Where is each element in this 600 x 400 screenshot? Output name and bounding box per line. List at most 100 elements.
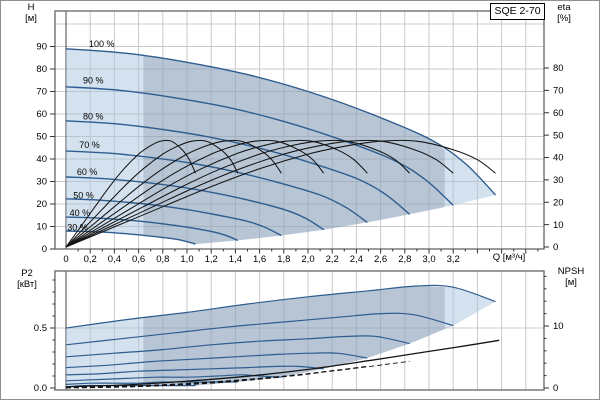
npsh-dashed-curve-70 [65,365,368,388]
eta-tick-label: 10 [553,220,564,231]
eta-curve-80 [65,139,410,248]
h-tick-label: 70 [36,87,47,98]
eta-tick-label: 50 [553,130,564,141]
speed-curve-50 [65,198,282,237]
eta-axis-title-symbol: eta [557,2,571,13]
speed-label-100: 100 % [89,39,115,49]
npsh-axis-title: NPSH [м] [545,266,597,288]
q-tick-label: 0 [63,254,68,265]
q-tick-label: 2,4 [350,254,363,265]
eta-curve-50 [65,139,282,248]
p2-curve-60 [65,365,324,376]
q-tick-label: 0,8 [156,254,169,265]
q-tick-label: 1,4 [229,254,242,265]
operating-range-overlay-p2 [143,286,445,386]
q-tick-label: 3,0 [422,254,435,265]
q-tick-label: 1,8 [277,254,290,265]
pump-model-badge: SQE 2-70 [490,3,545,20]
eta-tick-label: 0 [553,242,558,253]
eta-tick-label: 30 [553,175,564,186]
speed-curve-30 [65,230,196,245]
top-chart-frame [54,10,545,250]
p2-curve-100 [65,284,496,329]
eta-tick-label: 40 [553,153,564,164]
bottom-axis-ticks: 0.0 0.5 0 10 [34,275,564,394]
h-axis-title: H [м] [15,2,47,24]
h-tick-label: 90 [36,42,47,53]
speed-label-50: 50 % [73,190,94,200]
operating-range-overlay-hq [143,55,445,245]
h-tick-label: 10 [36,222,47,233]
q-tick-label: 3,2 [447,254,460,265]
eta-tick-label: 70 [553,86,564,97]
npsh-curves [65,339,500,389]
speed-label-80: 80 % [83,112,104,122]
speed-label-30: 30 % [67,223,88,233]
eta-curve-40 [65,139,239,248]
p2-curve-90 [65,312,454,346]
npsh-axis-title-unit: [м] [565,276,577,288]
eta-curve-100 [65,139,496,248]
npsh-dashed-curve-30 [65,383,196,389]
q-tick-label: 2,6 [374,254,387,265]
q-axis-title: Q [м³/ч] [492,252,526,263]
eta-tick-label: 20 [553,197,564,208]
p2-axis-title: P2 [кВт] [7,268,47,290]
q-tick-label: 0,2 [84,254,97,265]
eta-curve-60 [65,139,325,248]
h-tick-label: 80 [36,64,47,75]
h-tick-label: 60 [36,109,47,120]
h-tick-label: 0 [42,244,47,255]
speed-curve-40 [65,216,239,242]
q-tick-label: 2,2 [326,254,339,265]
speed-label-40: 40 % [70,208,91,218]
speed-label-70: 70 % [79,140,100,150]
speed-label-60: 60 % [77,167,98,177]
speed-curve-60 [65,176,325,231]
top-axis-ticks: 0 10 20 30 40 50 60 70 80 90 0 10 20 30 40 50 60 70 80 0 0,2… [36,42,563,265]
p2-axis-title-unit: [кВт] [17,278,37,290]
eta-curve-70 [65,139,368,248]
p2-tick-label: 0.5 [34,323,47,334]
speed-label-90: 90 % [83,76,104,86]
q-tick-label: 1,2 [205,254,218,265]
q-tick-label: 1,6 [253,254,266,265]
npsh-tick-label: 10 [553,321,564,332]
q-tick-label: 2,0 [301,254,314,265]
eta-axis-title-unit: [%] [557,12,571,24]
eta-tick-label: 80 [553,63,564,74]
npsh-axis-title-symbol: NPSH [557,266,585,277]
envelope-area-p2 [66,286,496,387]
speed-curve-labels: 100 % 90 % 80 % 70 % 60 % 50 % 40 % 30 % [67,39,114,233]
h-axis-title-symbol: H [27,2,35,13]
eta-curves [65,139,496,248]
eta-curve-90 [65,139,454,248]
npsh-tick-label: 0 [553,383,558,394]
h-tick-label: 30 [36,177,47,188]
npsh-dashed-curve-60 [65,371,324,389]
p2-tick-label: 0.0 [34,383,47,394]
eta-curve-30 [65,139,196,248]
q-tick-label: 0,4 [108,254,121,265]
h-tick-label: 50 [36,132,47,143]
p2-axis-title-symbol: P2 [21,268,33,279]
q-tick-label: 1,0 [180,254,193,265]
q-tick-label: 2,8 [398,254,411,265]
h-tick-label: 20 [36,199,47,210]
speed-curve-70 [65,150,368,223]
speed-curve-80 [65,120,411,215]
npsh-curve [65,339,500,388]
eta-axis-title: eta [%] [547,2,581,24]
speed-curves [65,48,497,245]
p2-curve-70 [65,352,368,369]
speed-curve-90 [65,86,454,206]
h-axis-title-unit: [м] [25,12,37,24]
h-tick-label: 40 [36,154,47,165]
eta-tick-label: 60 [553,108,564,119]
top-operating-envelope [66,48,496,245]
speed-curve-100 [65,48,497,196]
q-tick-label: 0,6 [132,254,145,265]
bottom-operating-envelope [66,286,496,387]
